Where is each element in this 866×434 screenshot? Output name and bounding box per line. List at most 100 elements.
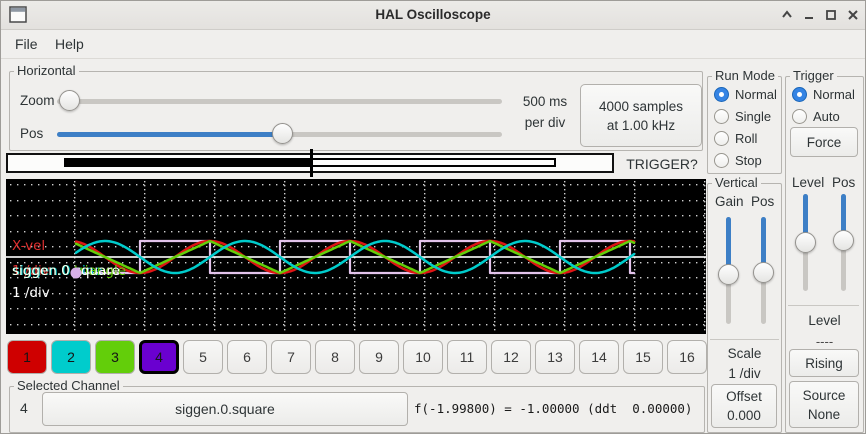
channel-button-11[interactable]: 11 [447, 340, 487, 374]
run-mode-radio-circle[interactable] [714, 152, 729, 168]
svg-text:siggen.0.triangle: siggen.0.triangle [12, 263, 126, 279]
trigger-position-marker[interactable] [310, 149, 313, 177]
run-mode-radio-label: Roll [735, 130, 758, 146]
trigger-radio-auto[interactable]: Auto [792, 107, 840, 125]
run-mode-radio-label: Single [735, 108, 772, 124]
channel-button-8[interactable]: 8 [315, 340, 355, 374]
shade-icon [782, 10, 792, 18]
titlebar: HAL Oscilloscope [1, 1, 865, 30]
timebase-unit: per div [524, 115, 566, 130]
channel-button-3[interactable]: 3 [95, 340, 135, 374]
timebase-value: 500 ms [522, 94, 568, 109]
vertical-pos-slider-handle[interactable] [753, 262, 774, 283]
run-mode-radio-stop[interactable]: Stop [714, 151, 762, 169]
trigger-radio-circle[interactable] [792, 86, 807, 102]
channel-button-1[interactable]: 1 [7, 340, 47, 374]
shade-button[interactable] [777, 5, 797, 25]
timebase-readout: 500 ms per div [512, 91, 578, 133]
trigger-level-readout-label: Level [808, 313, 841, 328]
maximize-icon [826, 10, 836, 20]
trigger-pos-column-label: Pos [832, 175, 856, 190]
run-mode-radio-circle[interactable] [714, 130, 729, 146]
trigger-radio-label: Auto [813, 108, 840, 124]
channel-button-14[interactable]: 14 [579, 340, 619, 374]
menubar: File Help [1, 30, 865, 59]
channel-button-5[interactable]: 5 [183, 340, 223, 374]
trigger-source-button[interactable]: Source None [789, 381, 859, 428]
offset-value: 0.000 [727, 408, 761, 423]
trigger-group: Trigger Normal Auto Force Level Pos Level… [785, 68, 864, 433]
channel-button-13[interactable]: 13 [535, 340, 575, 374]
channel-button-7[interactable]: 7 [271, 340, 311, 374]
pos-label: Pos [20, 126, 44, 141]
trigger-source-label: Source [802, 387, 846, 403]
zoom-slider-handle[interactable] [59, 90, 80, 111]
run-mode-radio-roll[interactable]: Roll [714, 129, 757, 147]
run-mode-radio-circle[interactable] [714, 86, 729, 102]
selected-channel-group: Selected Channel 4 siggen.0.square f(-1.… [9, 378, 705, 433]
zoom-label: Zoom [20, 93, 55, 108]
channel-button-6[interactable]: 6 [227, 340, 267, 374]
horizontal-group: Horizontal Zoom Pos 500 ms per div 4000 … [9, 63, 703, 151]
trigger-status: TRIGGER? [626, 156, 698, 172]
pos-slider-handle[interactable] [272, 123, 293, 144]
channel-button-16[interactable]: 16 [667, 340, 707, 374]
minimize-icon [805, 17, 813, 19]
close-button[interactable] [843, 5, 863, 25]
app-icon [9, 6, 27, 28]
trigger-edge-button[interactable]: Rising [789, 349, 859, 377]
trigger-level-slider-handle[interactable] [795, 232, 816, 253]
horizontal-group-label: Horizontal [14, 63, 79, 78]
zoom-slider-track[interactable] [57, 99, 502, 104]
trigger-level-readout-value: ---- [815, 334, 834, 349]
svg-text:1 /div: 1 /div [12, 263, 50, 279]
trigger-level-slider-fill [803, 194, 808, 242]
run-mode-group: Run Mode Normal Single Roll Stop [707, 68, 782, 174]
trigger-source-value: None [807, 406, 841, 422]
samples-rate: at 1.00 kHz [606, 117, 676, 133]
channel-source-button[interactable]: siggen.0.square [42, 392, 408, 426]
run-mode-radio-label: Stop [735, 152, 762, 168]
force-button[interactable]: Force [790, 127, 858, 157]
channel-row: 1 2 3 4 5 6 7 8 9 10 11 12 13 14 15 16 [7, 340, 707, 374]
close-icon [848, 10, 858, 20]
menu-help[interactable]: Help [55, 36, 84, 52]
samples-button[interactable]: 4000 samples at 1.00 kHz [580, 84, 702, 147]
window-title: HAL Oscilloscope [375, 7, 491, 22]
channel-button-12[interactable]: 12 [491, 340, 531, 374]
offset-button[interactable]: Offset 0.000 [711, 384, 777, 428]
samples-count: 4000 samples [598, 98, 684, 114]
scale-label: Scale [727, 346, 762, 361]
vertical-pos-column-label: Pos [751, 194, 775, 209]
trigger-radio-label: Normal [813, 86, 855, 102]
maximize-button[interactable] [821, 5, 841, 25]
vertical-pos-slider-fill [761, 217, 766, 273]
selected-channel-number: 4 [20, 400, 28, 416]
gain-slider-handle[interactable] [718, 264, 739, 285]
menu-file[interactable]: File [15, 36, 38, 52]
channel-button-9[interactable]: 9 [359, 340, 399, 374]
channel-button-4[interactable]: 4 [139, 340, 179, 374]
gain-column-label: Gain [715, 194, 744, 209]
record-filled-segment [64, 158, 311, 167]
trigger-radio-normal[interactable]: Normal [792, 85, 855, 103]
vertical-group: Vertical Gain Pos Scale 1 /div Offset 0.… [707, 175, 782, 433]
minimize-button[interactable] [799, 5, 819, 25]
scale-value: 1 /div [728, 366, 761, 381]
channel-button-10[interactable]: 10 [403, 340, 443, 374]
scope-display: X-vel 1 /div siggen.0.sine siggen.0.triangl… [6, 179, 706, 334]
channel-button-2[interactable]: 2 [51, 340, 91, 374]
run-mode-radio-circle[interactable] [714, 108, 729, 124]
run-mode-group-label: Run Mode [712, 68, 778, 83]
run-mode-radio-normal[interactable]: Normal [714, 85, 777, 103]
trigger-radio-circle[interactable] [792, 108, 807, 124]
record-pending-segment [311, 158, 556, 167]
run-mode-radio-single[interactable]: Single [714, 107, 771, 125]
trigger-level-column-label: Level [792, 175, 825, 190]
channel-button-15[interactable]: 15 [623, 340, 663, 374]
run-mode-radio-label: Normal [735, 86, 777, 102]
trigger-pos-slider-handle[interactable] [833, 230, 854, 251]
channel-value-readout: f(-1.99800) = -1.00000 (ddt 0.00000) [414, 401, 693, 416]
pos-slider-fill [57, 132, 283, 137]
